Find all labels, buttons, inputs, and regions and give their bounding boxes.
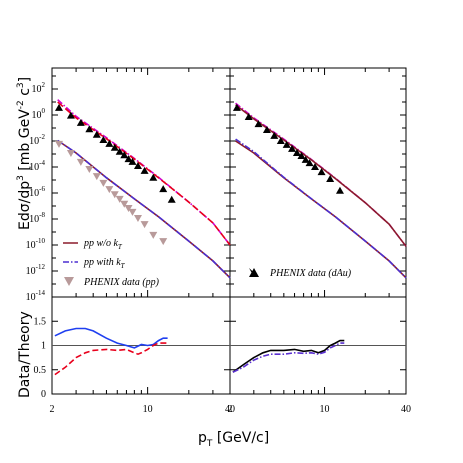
x-tick-label: 2 bbox=[228, 404, 233, 415]
y-main-tick-label: 10-6 bbox=[29, 185, 45, 199]
dau-upper-data-point bbox=[262, 126, 271, 134]
y-main-tick-label: 10-12 bbox=[26, 263, 46, 277]
dau-upper-data-point bbox=[297, 152, 306, 160]
pp-upper-data-point bbox=[133, 161, 142, 169]
dau-ratio-black-curve bbox=[232, 339, 345, 373]
legend-right: PHENIX data (dAu) bbox=[249, 268, 352, 279]
x-tick-label: 40 bbox=[401, 404, 411, 415]
y-ratio-tick-label: 1 bbox=[41, 341, 46, 352]
pp-upper-data-point bbox=[149, 173, 158, 181]
dau-upper-data-point bbox=[317, 168, 326, 176]
pp-lower-with-kt-curve bbox=[57, 139, 231, 279]
y-ratio-tick-label: 0 bbox=[41, 389, 46, 400]
pp-lower-data-point bbox=[85, 166, 94, 174]
pp-lower-data-point bbox=[133, 214, 142, 222]
pp-lower-data-point bbox=[66, 149, 75, 157]
pp-lower-data-point bbox=[149, 231, 158, 239]
pp-upper-data-point bbox=[159, 185, 168, 193]
pp-upper-data-point bbox=[120, 151, 129, 159]
pp-upper-data-point bbox=[105, 139, 114, 147]
dau-upper-data-point bbox=[276, 137, 285, 144]
legend-dau-marker-shape bbox=[249, 268, 259, 277]
pp-lower-data-point bbox=[76, 158, 85, 166]
pp-lower-data-point bbox=[105, 186, 114, 194]
pp-lower-data-point bbox=[99, 179, 108, 187]
y-main-tick-label: 102 bbox=[32, 81, 46, 95]
legend-wo-kt-label: pp w/o kT bbox=[83, 238, 123, 251]
dau-upper-data-point bbox=[326, 174, 335, 182]
pp-upper-data-point bbox=[99, 135, 108, 143]
pp-upper-data-point bbox=[140, 166, 149, 174]
dau-lower-wo-kt-curve bbox=[235, 140, 407, 279]
pp-upper-data-point bbox=[92, 130, 101, 138]
y-main-tick-label: 10-10 bbox=[26, 237, 46, 251]
pp-lower-data-point bbox=[110, 191, 119, 199]
pp-upper-data-point bbox=[110, 143, 119, 151]
dau-upper-data-point bbox=[254, 120, 263, 128]
pp-lower-data-point bbox=[92, 173, 101, 181]
pp-upper-data-point bbox=[115, 147, 124, 155]
x-axis-label: pT [GeV/c] bbox=[198, 430, 269, 449]
legend-pp-marker bbox=[64, 277, 74, 286]
dau-upper-data-point bbox=[282, 140, 291, 148]
legend-pp-label: PHENIX data (pp) bbox=[83, 277, 160, 288]
dau-upper-data-point bbox=[301, 155, 310, 163]
pp-upper-data-point bbox=[66, 111, 75, 119]
pp-lower-data-point bbox=[124, 205, 133, 213]
y-axis-label-ratio: Data/Theory bbox=[17, 311, 33, 398]
dau-upper-data-point bbox=[311, 163, 320, 170]
x-tick-label: 2 bbox=[50, 404, 55, 415]
y-main-tick-label: 10-14 bbox=[26, 289, 46, 303]
legend-dau-label: PHENIX data (dAu) bbox=[269, 268, 352, 279]
dau-upper-data-point bbox=[232, 103, 241, 111]
pp-lower-data-point bbox=[120, 200, 129, 208]
pp-lower-data-point bbox=[54, 140, 63, 148]
x-tick-label: 40 bbox=[225, 404, 235, 415]
pp-lower-data-point bbox=[159, 238, 168, 246]
pp-upper-data-point bbox=[128, 157, 137, 165]
dau-upper-data-point bbox=[244, 113, 253, 121]
pp-lower-data-point bbox=[140, 221, 149, 229]
legend-left: pp w/o kT pp with kT PHENIX data (pp) bbox=[63, 238, 160, 288]
y-main-tick-label: 10-2 bbox=[29, 133, 45, 147]
y-axis-label-main: Edσ/dp3 [mb GeV-2 c3] bbox=[16, 77, 33, 230]
dau-lower-with-kt-curve bbox=[235, 138, 407, 279]
pp-upper-data-point bbox=[167, 195, 176, 203]
dau-upper-data-point bbox=[288, 144, 297, 152]
y-main-tick-label: 10-4 bbox=[29, 159, 45, 173]
dau-upper-data-point bbox=[292, 148, 301, 156]
dau-ratio-purple-curve bbox=[232, 342, 345, 373]
pp-lower-data-point bbox=[128, 208, 137, 216]
pp-upper-data-point bbox=[54, 103, 63, 111]
y-main-tick-label: 10-8 bbox=[29, 211, 45, 225]
y-ratio-tick-label: 0.5 bbox=[34, 365, 47, 376]
dau-upper-data-point bbox=[335, 186, 344, 194]
pp-upper-data-point bbox=[85, 125, 94, 133]
dau-upper-data-point bbox=[305, 159, 314, 167]
x-tick-label: 10 bbox=[320, 404, 330, 415]
y-ratio-tick-label: 1.5 bbox=[34, 316, 47, 327]
pp-ratio-blue-curve bbox=[54, 327, 168, 349]
y-main-tick-label: 100 bbox=[32, 107, 46, 121]
pp-lower-data-point bbox=[115, 195, 124, 203]
pp-upper-data-point bbox=[124, 155, 133, 163]
pp-ratio-red-curve bbox=[54, 342, 168, 376]
dau-upper-data-point bbox=[270, 131, 279, 139]
legend-with-kt-label: pp with kT bbox=[83, 257, 126, 270]
x-tick-label: 10 bbox=[143, 404, 153, 415]
pp-upper-data-point bbox=[76, 118, 85, 126]
